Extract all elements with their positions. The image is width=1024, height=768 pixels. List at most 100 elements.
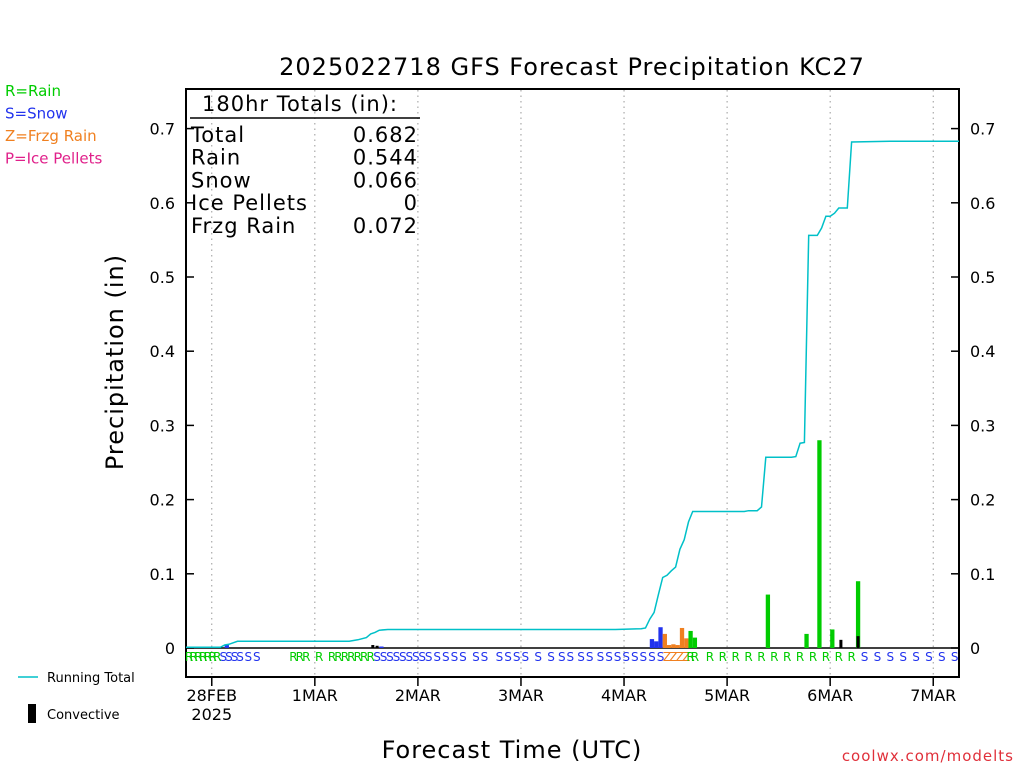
- y-tick-label-right: 0.3: [970, 416, 995, 435]
- precip-type-letter: R: [757, 650, 765, 664]
- bar-convective: [371, 645, 375, 648]
- precip-bars: [224, 440, 861, 648]
- precip-type-letter: S: [912, 650, 920, 664]
- totals-row-label: Frzg Rain: [191, 214, 296, 238]
- y-tick-label-left: 0.2: [150, 491, 175, 510]
- chart-title: 2025022718 GFS Forecast Precipitation KC…: [279, 53, 865, 81]
- precip-type-letter: S: [951, 650, 959, 664]
- precip-type-letter: S: [513, 650, 521, 664]
- totals-row-value: 0.066: [353, 168, 418, 192]
- y-tick-label-right: 0: [970, 639, 980, 658]
- precip-type-letter: S: [577, 650, 585, 664]
- precip-type-legend-z: Z=Frzg Rain: [5, 127, 97, 145]
- precip-type-letter: R: [302, 650, 310, 664]
- totals-row-value: 0.682: [353, 123, 418, 147]
- bar-convective: [839, 639, 843, 648]
- x-axis-title: Forecast Time (UTC): [382, 736, 643, 764]
- precip-type-letter: S: [861, 650, 869, 664]
- precip-type-letter: R: [194, 650, 202, 664]
- x-tick-label: 5MAR: [704, 686, 750, 705]
- credit-text: coolwx.com/modelts: [842, 747, 1014, 765]
- precip-type-letter: R: [208, 650, 216, 664]
- precip-type-letter: S: [405, 650, 413, 664]
- precip-type-letter: S: [393, 650, 401, 664]
- y-tick-label-right: 0.4: [970, 342, 995, 361]
- x-tick-label: 3MAR: [498, 686, 544, 705]
- bar-freezing_rain: [662, 633, 667, 648]
- precip-type-letter: Z: [682, 650, 690, 664]
- totals-row-label: Ice Pellets: [191, 191, 308, 215]
- convective-legend-label: Convective: [47, 708, 120, 723]
- bar-rain: [804, 633, 809, 648]
- precip-type-legend-p: P=Ice Pellets: [5, 150, 102, 168]
- precip-type-letter: R: [347, 650, 355, 664]
- precip-type-letter: S: [622, 650, 630, 664]
- precip-type-letter: S: [481, 650, 489, 664]
- running-total-line: [186, 140, 959, 649]
- totals-heading: 180hr Totals (in):: [202, 92, 398, 116]
- precip-type-letter: S: [534, 650, 542, 664]
- precip-type-letter: S: [236, 650, 244, 664]
- precip-type-legend: R=Rain S=Snow Z=Frzg Rain P=Ice Pellets: [5, 82, 102, 168]
- precip-type-letter: R: [199, 650, 207, 664]
- precip-type-letter: R: [354, 650, 362, 664]
- precip-type-letter: R: [213, 650, 221, 664]
- y-tick-label-right: 0.5: [970, 268, 995, 287]
- day-gridlines: [211, 90, 934, 676]
- precip-type-letter: S: [399, 650, 407, 664]
- y-tick-label-left: 0.6: [150, 194, 175, 213]
- precip-type-letter: S: [386, 650, 394, 664]
- totals-row-label: Total: [190, 123, 245, 147]
- precip-type-letter: S: [567, 650, 575, 664]
- precip-type-letter: S: [640, 650, 648, 664]
- precip-type-letter: S: [925, 650, 933, 664]
- bar-rain: [765, 594, 771, 648]
- precip-type-letter: S: [459, 650, 467, 664]
- precip-type-letter: Z: [663, 650, 671, 664]
- x-tick-label: 1MAR: [292, 686, 338, 705]
- y-tick-label-right: 0.2: [970, 491, 995, 510]
- x-tick-label: 4MAR: [601, 686, 647, 705]
- precip-type-letter: R: [366, 650, 374, 664]
- precip-type-letter: R: [809, 650, 817, 664]
- precip-type-letter: S: [253, 650, 261, 664]
- x-tick-label: 6MAR: [807, 686, 853, 705]
- precip-type-letter: S: [648, 650, 656, 664]
- precip-type-letter: S: [938, 650, 946, 664]
- y-tick-label-left: 0.7: [150, 120, 175, 139]
- bar-freezing_rain: [671, 644, 676, 648]
- totals-row-value: 0.544: [353, 146, 418, 170]
- bar-rain: [855, 581, 861, 648]
- bar-freezing_rain: [684, 638, 689, 648]
- convective-legend-swatch: [28, 704, 36, 723]
- y-axis-title: Precipitation (in): [101, 254, 129, 470]
- precip-type-letter: S: [521, 650, 529, 664]
- precip-type-letter: S: [418, 650, 426, 664]
- precip-type-letter: S: [586, 650, 594, 664]
- precip-type-letter: Z: [676, 650, 684, 664]
- precip-type-letter: S: [412, 650, 420, 664]
- precip-type-legend-s: S=Snow: [5, 105, 68, 123]
- precip-type-letter: R: [835, 650, 843, 664]
- precip-type-letter: S: [899, 650, 907, 664]
- y-tick-label-right: 0.1: [970, 565, 995, 584]
- precip-type-letter: S: [472, 650, 480, 664]
- y-tick-label-right: 0.7: [970, 120, 995, 139]
- bar-snow: [658, 627, 663, 648]
- precip-type-letter: S: [231, 650, 239, 664]
- precip-type-letter: S: [558, 650, 566, 664]
- totals-row-label: Rain: [191, 146, 241, 170]
- y-tick-label-left: 0.5: [150, 268, 175, 287]
- bar-convective: [856, 636, 860, 648]
- precip-type-letter: R: [204, 650, 212, 664]
- bar-snow: [649, 639, 655, 648]
- precip-type-letter: R: [783, 650, 791, 664]
- precip-type-letter: R: [770, 650, 778, 664]
- y-tick-label-left: 0: [165, 639, 175, 658]
- y-tick-label-left: 0.1: [150, 565, 175, 584]
- precip-type-letter: R: [185, 650, 193, 664]
- y-tick-label-right: 0.6: [970, 194, 995, 213]
- precip-type-letter: S: [504, 650, 512, 664]
